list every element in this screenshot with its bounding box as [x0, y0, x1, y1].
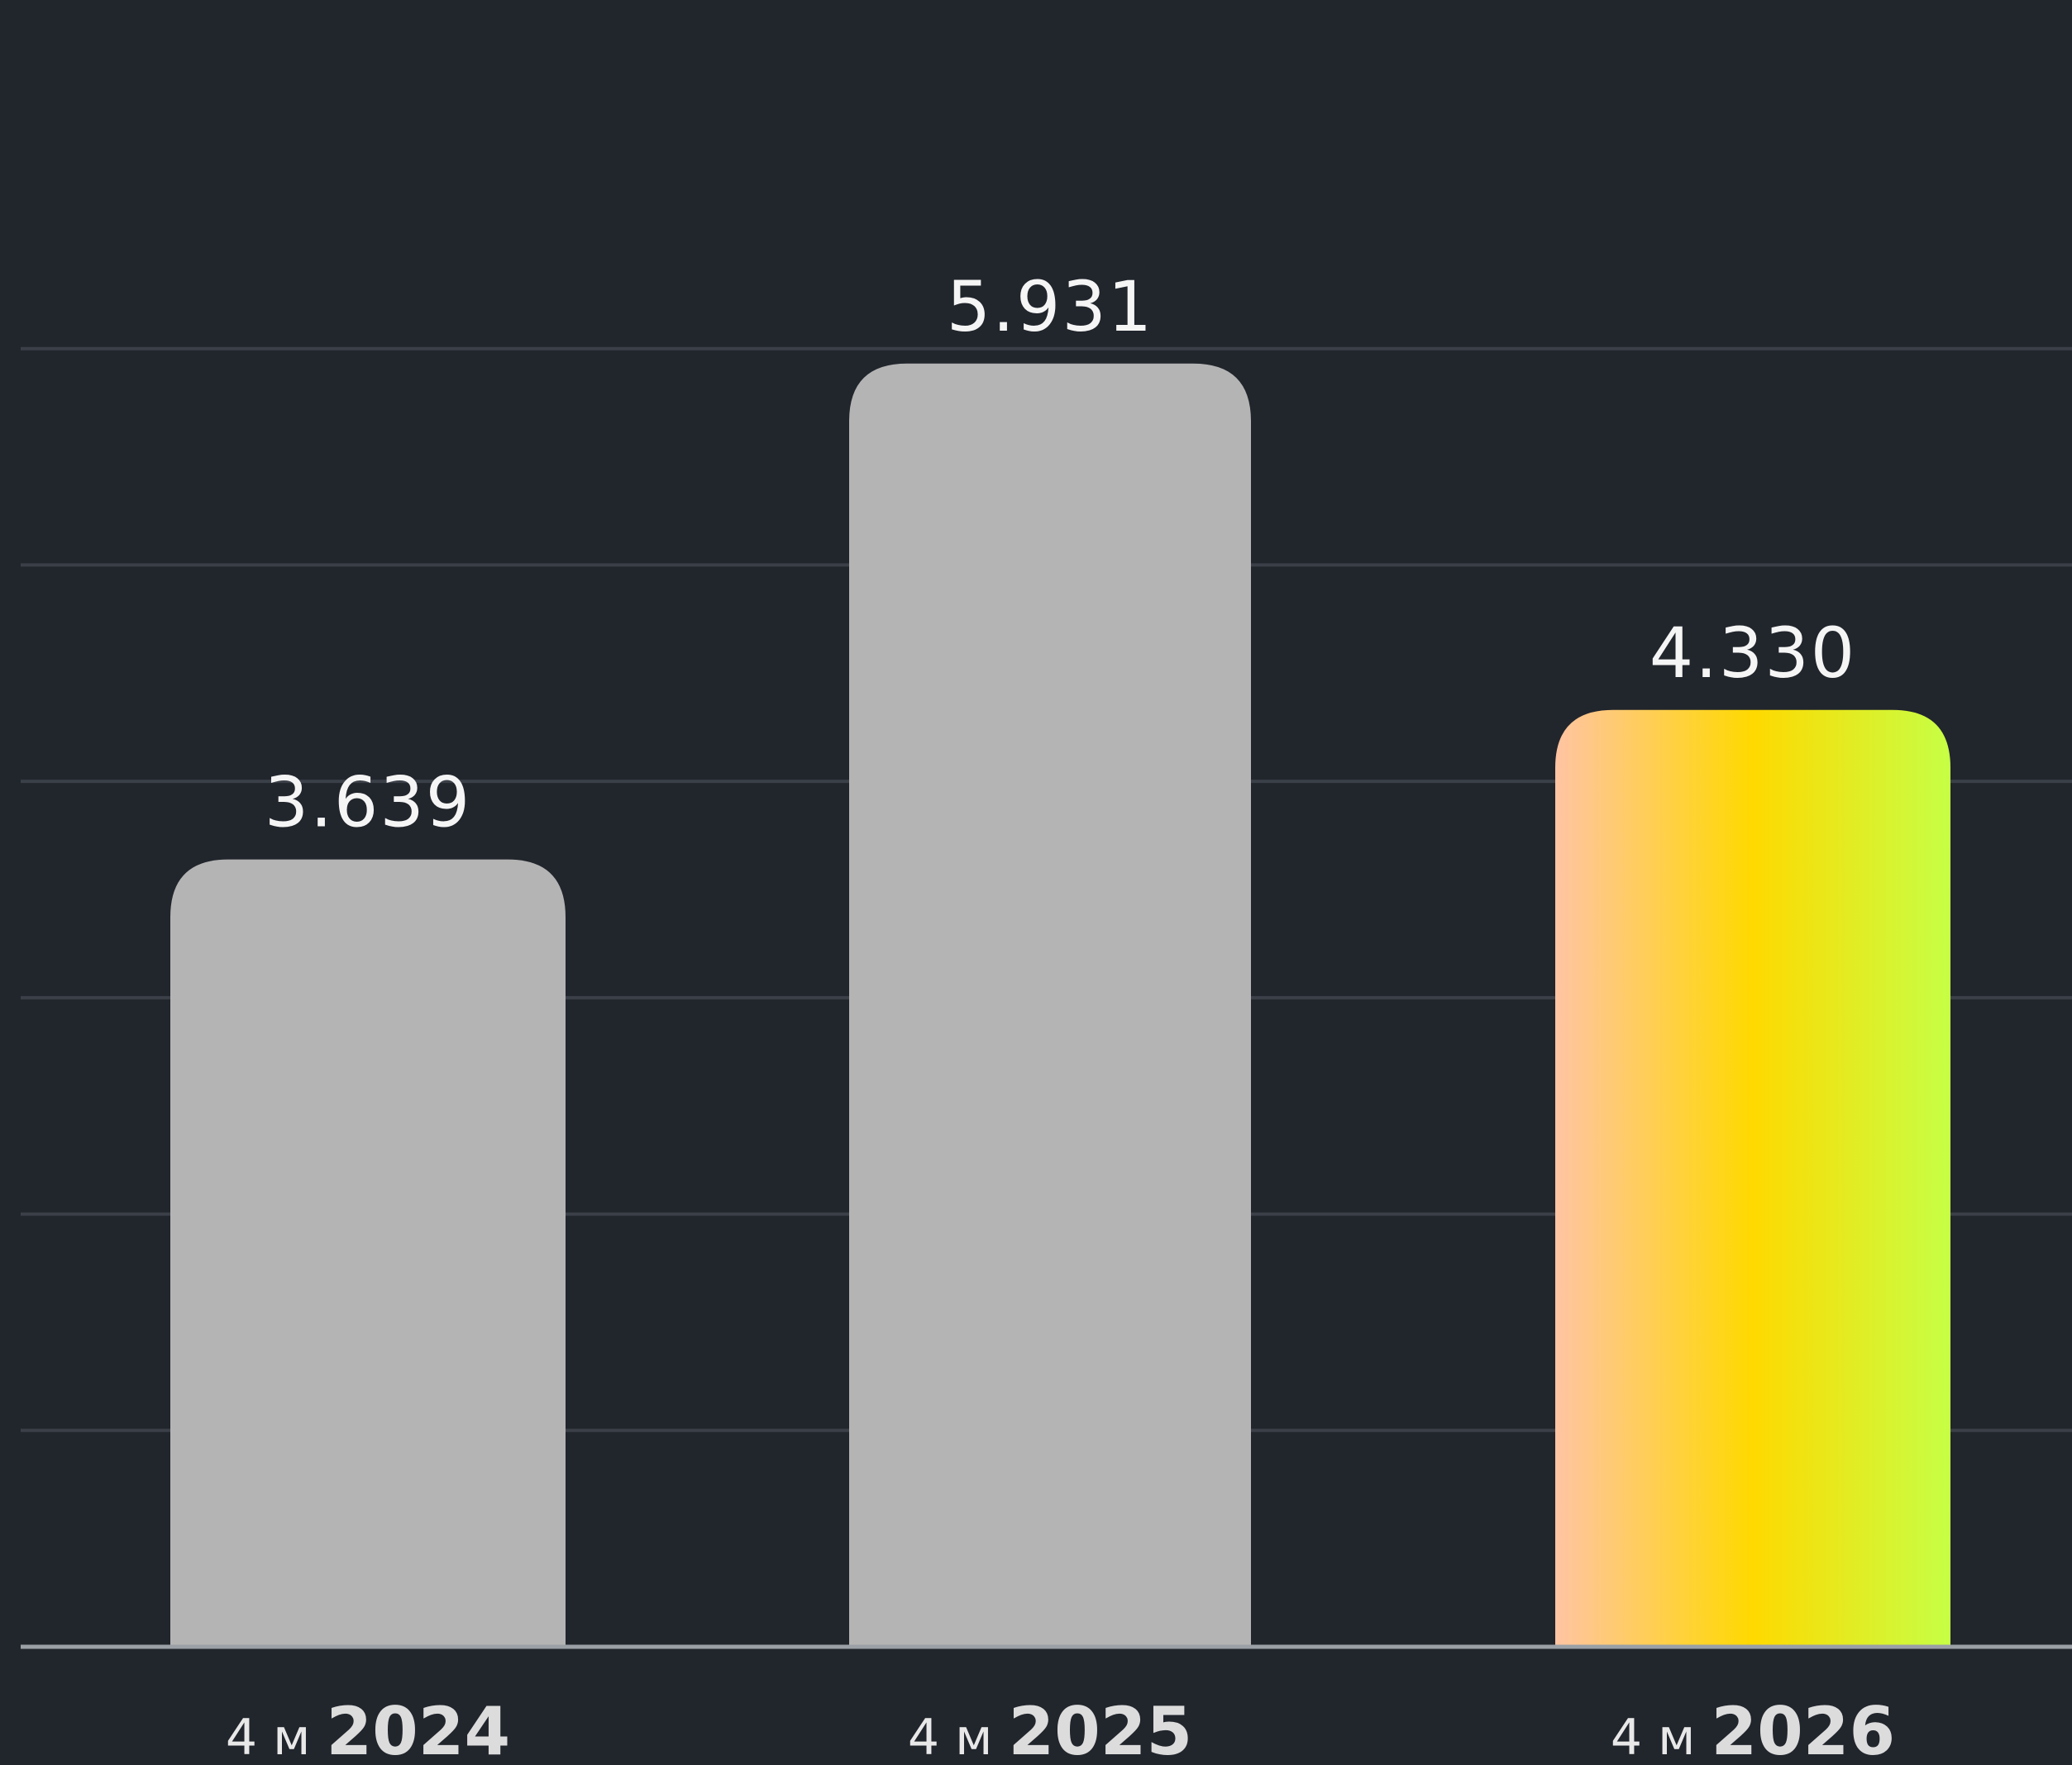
bars [170, 363, 1950, 1648]
bar-2024 [170, 859, 566, 1647]
category-year: 2024 [326, 1693, 510, 1765]
category-labels: 4 м 2024 4 м 2025 4 м 2026 [226, 1693, 1895, 1765]
category-prefix: 4 м [226, 1709, 327, 1765]
category-prefix: 4 м [1611, 1709, 1712, 1765]
value-label-2025: 5.931 [947, 266, 1153, 347]
category-label-2025: 4 м 2025 [908, 1693, 1192, 1765]
category-year: 2025 [1008, 1693, 1192, 1765]
category-label-2026: 4 м 2026 [1611, 1693, 1895, 1765]
category-label-2024: 4 м 2024 [226, 1693, 510, 1765]
category-prefix: 4 м [908, 1709, 1009, 1765]
value-label-2026: 4.330 [1649, 613, 1856, 694]
value-labels: 3.639 5.931 4.330 [265, 266, 1856, 843]
bar-2026 [1555, 709, 1950, 1648]
bar-2025 [849, 363, 1251, 1647]
value-label-2024: 3.639 [265, 762, 471, 843]
category-year: 2026 [1711, 1693, 1895, 1765]
